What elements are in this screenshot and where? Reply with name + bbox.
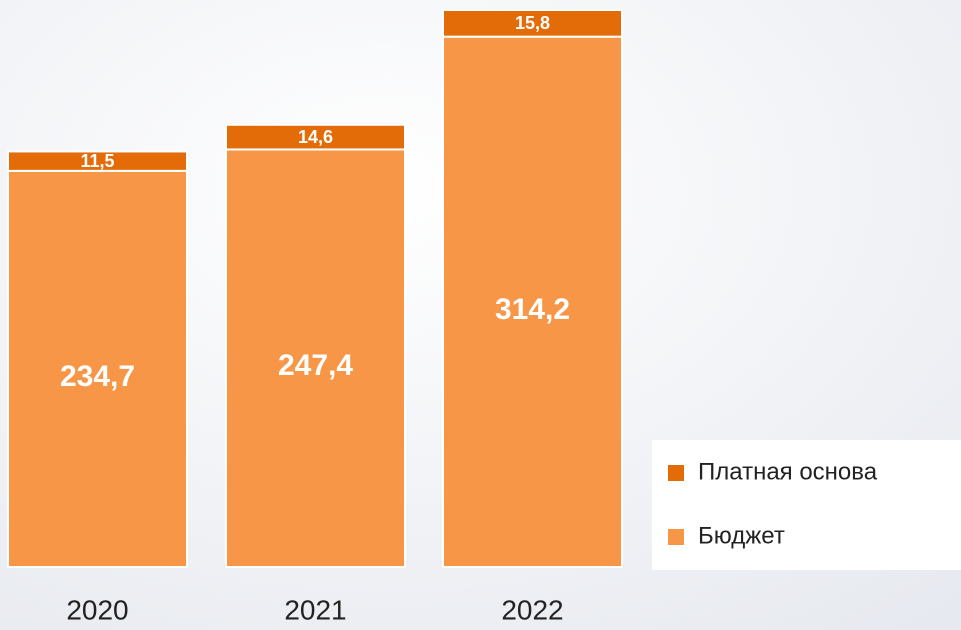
x-tick-label: 2020 — [66, 594, 128, 625]
bar-segment — [442, 35, 623, 569]
legend-box — [652, 440, 961, 570]
data-label: 314,2 — [495, 293, 570, 326]
legend-label: Бюджет — [698, 522, 785, 549]
data-label: 14,6 — [298, 127, 333, 147]
x-tick-label: 2022 — [501, 594, 563, 625]
bar-segment — [225, 148, 406, 568]
data-label: 11,5 — [80, 151, 114, 171]
bar-segment — [7, 150, 188, 172]
data-label: 15,8 — [515, 13, 550, 33]
legend-swatch — [668, 465, 684, 481]
legend-swatch — [668, 529, 684, 545]
bar-segment — [225, 123, 406, 151]
bar-segment — [442, 9, 623, 38]
x-tick-label: 2021 — [284, 594, 346, 625]
legend-label: Платная основа — [698, 458, 878, 485]
bar-segment — [7, 169, 188, 568]
data-label: 234,7 — [60, 360, 135, 393]
data-label: 247,4 — [278, 349, 353, 382]
